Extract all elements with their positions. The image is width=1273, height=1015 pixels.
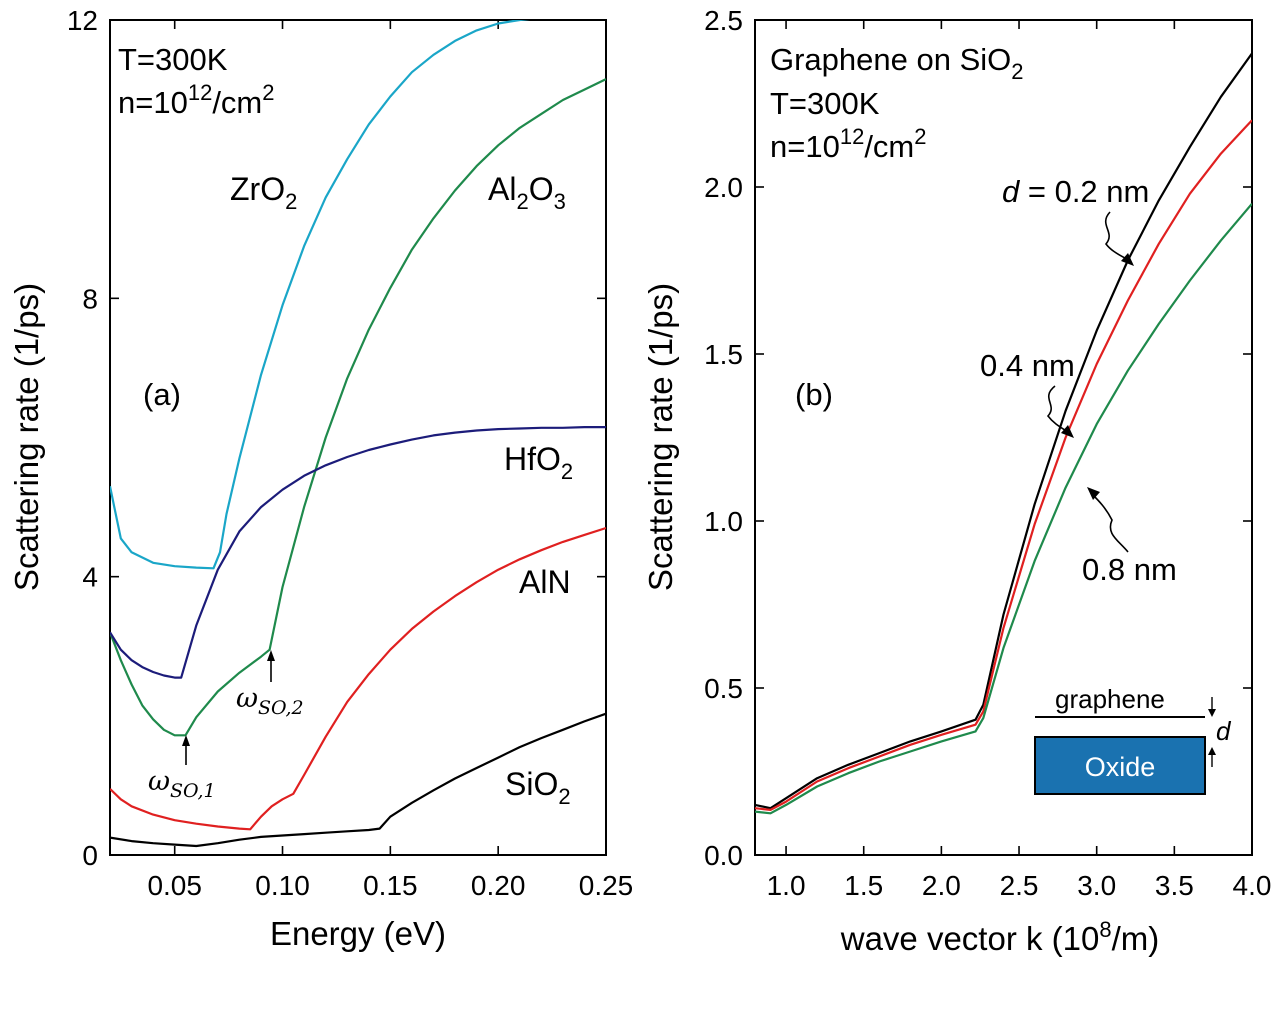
- label-d-02nm: d = 0.2 nm: [1002, 174, 1149, 209]
- x-tick-label: 0.15: [363, 870, 418, 901]
- panel-a-ticks: [110, 19, 607, 856]
- series-line-al2o3: [110, 78, 606, 737]
- panel-a-x-axis-label: Energy (eV): [270, 915, 446, 952]
- y-tick-label: 1.5: [704, 339, 743, 370]
- series-line-zro2: [110, 20, 530, 570]
- panel-b-ticks: [755, 19, 1253, 856]
- y-tick-label: 0.5: [704, 673, 743, 704]
- panel-b-curves: [755, 52, 1252, 815]
- y-tick-label: 12: [67, 5, 98, 36]
- panel-b: 1.0 1.5 2.0 2.5 3.0 3.5 4.00.00.51.01.52.02.5 …: [642, 5, 1271, 957]
- panel-b-x-axis-label: wave vector k (108/m): [840, 917, 1160, 957]
- x-tick-label: 0.25: [579, 870, 634, 901]
- x-tick-label: 3.0: [1077, 870, 1116, 901]
- y-tick-label: 8: [82, 283, 98, 314]
- inset-oxide-box: [1034, 736, 1206, 795]
- y-tick-label: 2.5: [704, 5, 743, 36]
- x-tick-label: 2.0: [922, 870, 961, 901]
- arrowhead-04nm: [1061, 425, 1074, 438]
- panel-b-label: (b): [795, 377, 833, 412]
- series-line-aln: [110, 526, 606, 831]
- omega-so1-arrowhead: [182, 735, 190, 746]
- series-line-sio2: [110, 712, 606, 848]
- label-04nm: 0.4 nm: [980, 348, 1075, 383]
- inset-oxide-label: Oxide: [1085, 752, 1156, 782]
- omega-so2-label: ωSO,2: [236, 683, 304, 719]
- label-zro2: ZrO2: [230, 171, 297, 214]
- x-tick-label: 1.5: [844, 870, 883, 901]
- label-sio2: SiO2: [505, 766, 571, 809]
- label-08nm: 0.8 nm: [1082, 552, 1177, 587]
- inset-d-label: d: [1216, 716, 1232, 746]
- arrow-04nm: [1046, 385, 1069, 433]
- panel-a-curves: [110, 20, 606, 848]
- inset-diagram: graphene Oxide d: [1034, 684, 1232, 795]
- panel-b-tick-labels: 1.0 1.5 2.0 2.5 3.0 3.5 4.0 0.0 0.5 1.0 1.5 2.0 2.5: [704, 5, 1271, 901]
- inset-d-arrowhead-top: [1208, 709, 1216, 717]
- series-line-d-0-2-nm: [755, 52, 1252, 810]
- panel-a-y-axis-label: Scattering rate (1/ps): [8, 283, 45, 591]
- x-tick-label: 2.5: [1000, 870, 1039, 901]
- inset-d-arrowhead-bottom: [1208, 747, 1216, 755]
- panel-a-label: (a): [143, 377, 181, 412]
- label-hfo2: HfO2: [504, 441, 573, 484]
- arrow-d-02nm: [1104, 211, 1129, 261]
- panel-a-frame: [109, 19, 607, 856]
- omega-so1-label: ωSO,1: [148, 766, 216, 802]
- label-al2o3: Al2O3: [488, 171, 566, 214]
- arrowhead-08nm: [1087, 487, 1100, 500]
- panel-a-density: n=1012/cm2: [118, 80, 275, 120]
- y-tick-label: 0: [82, 840, 98, 871]
- y-tick-label: 4: [82, 562, 98, 593]
- omega-so2-arrowhead: [267, 650, 275, 661]
- inset-graphene-label: graphene: [1055, 684, 1165, 714]
- x-tick-label: 0.10: [255, 870, 310, 901]
- panel-b-frame: [754, 19, 1253, 856]
- arrow-08nm: [1091, 493, 1129, 553]
- y-tick-label: 0.0: [704, 840, 743, 871]
- panel-b-title: Graphene on SiO2: [770, 42, 1024, 84]
- x-tick-label: 1.0: [767, 870, 806, 901]
- x-tick-label: 4.0: [1233, 870, 1272, 901]
- y-tick-label: 1.0: [704, 506, 743, 537]
- series-line-0-8-nm: [755, 202, 1252, 815]
- series-line-hfo2: [110, 426, 606, 679]
- x-tick-label: 0.20: [471, 870, 526, 901]
- panel-b-temperature: T=300K: [770, 86, 880, 121]
- x-tick-label: 0.05: [147, 870, 202, 901]
- label-aln: AlN: [519, 564, 571, 600]
- x-tick-label: 3.5: [1155, 870, 1194, 901]
- panel-a-temperature: T=300K: [118, 42, 228, 77]
- panel-b-y-axis-label: Scattering rate (1/ps): [642, 283, 679, 591]
- panel-a-tick-labels: 0.05 0.10 0.15 0.20 0.25 0 4 8 12: [67, 5, 633, 901]
- arrowhead-d-02nm: [1121, 253, 1134, 266]
- panel-a: 0.05 0.10 0.15 0.20 0.25 0 4 8 12 Energy (eV) Sc…: [8, 5, 633, 952]
- series-line-0-4-nm: [755, 119, 1252, 812]
- y-tick-label: 2.0: [704, 172, 743, 203]
- panel-b-density: n=1012/cm2: [770, 124, 927, 164]
